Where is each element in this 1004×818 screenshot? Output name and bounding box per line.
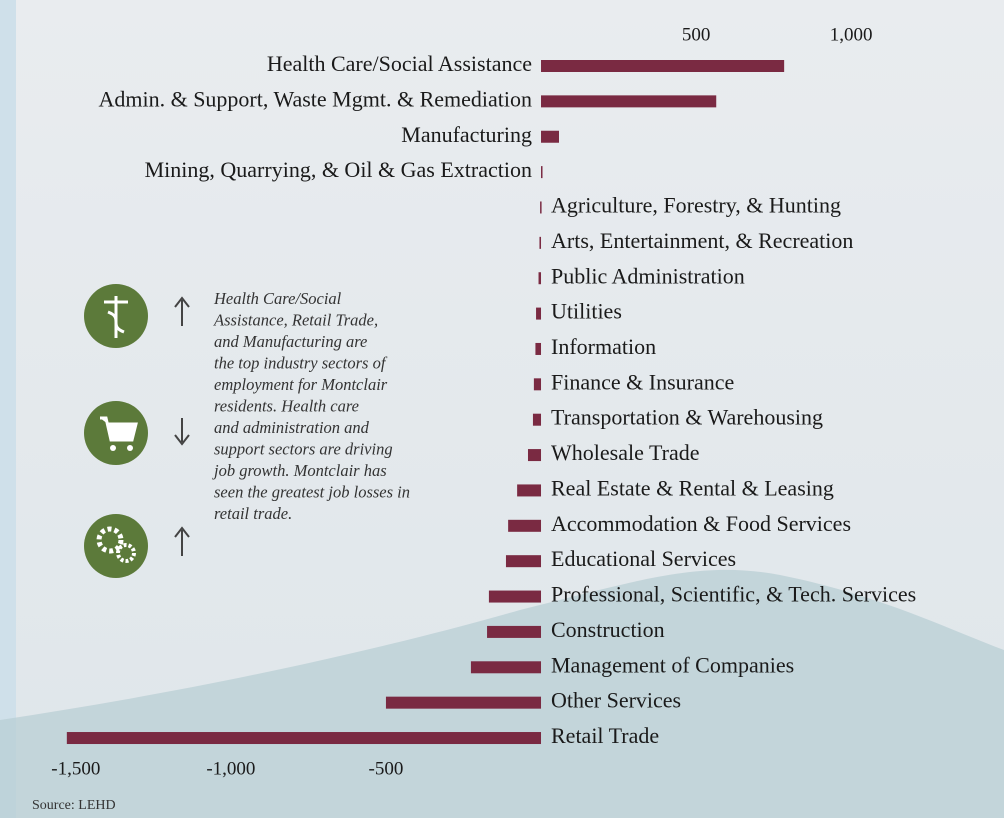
source: Source: LEHD	[32, 798, 116, 813]
arrow-up	[174, 296, 190, 326]
bar	[539, 236, 542, 249]
arrow-down	[174, 418, 190, 446]
bar	[488, 590, 542, 603]
annotation-line: Health Care/Social	[213, 289, 342, 308]
icon-manufacturing	[84, 514, 148, 578]
wheel	[110, 445, 116, 451]
bar	[533, 378, 542, 391]
annotation-line: the top industry sectors of	[214, 353, 388, 372]
annotation-line: residents. Health care	[214, 396, 359, 415]
category-label: Utilities	[551, 299, 622, 324]
annotation-line: retail trade.	[214, 504, 292, 523]
gear	[96, 526, 124, 554]
arrow-up	[174, 526, 190, 556]
x-tick-label: 500	[682, 24, 711, 45]
category-label: Retail Trade	[551, 723, 659, 748]
icons	[84, 284, 190, 578]
gear	[116, 543, 136, 563]
category-label: Manufacturing	[401, 122, 532, 147]
hill	[0, 569, 1004, 818]
category-label: Finance & Insurance	[551, 369, 734, 394]
bar	[527, 449, 542, 462]
bar	[532, 413, 542, 426]
wheel	[127, 445, 133, 451]
caduceus	[104, 296, 128, 338]
x-tick-label: -1,500	[51, 758, 100, 779]
category-label: Mining, Quarrying, & Oil & Gas Extractio…	[145, 157, 532, 182]
edge	[0, 0, 16, 818]
category-label: Wholesale Trade	[551, 440, 699, 465]
bar	[487, 625, 542, 638]
category-label: Transportation & Warehousing	[551, 405, 823, 430]
category-label: Agriculture, Forestry, & Hunting	[551, 193, 841, 218]
annotation-line: employment for Montclair	[214, 375, 388, 394]
category-label: Construction	[551, 617, 665, 642]
x-tick-label: 1,000	[830, 24, 873, 45]
annotation-line: support sectors are driving	[214, 439, 393, 458]
x-tick-label: -500	[369, 758, 404, 779]
bar	[541, 60, 785, 72]
bar	[540, 201, 542, 214]
bar	[541, 166, 543, 179]
category-label: Health Care/Social Assistance	[267, 51, 532, 76]
annotation-line: and Manufacturing are	[214, 332, 367, 351]
category-label: Public Administration	[551, 263, 745, 288]
category-label: Management of Companies	[551, 652, 794, 677]
annotation-line: job growth. Montclair has	[212, 461, 387, 480]
category-label: Accommodation & Food Services	[551, 511, 851, 536]
category-label: Information	[551, 334, 656, 359]
annotation-line: seen the greatest job losses in	[214, 482, 410, 501]
x-tick-label: -1,000	[206, 758, 255, 779]
category-label: Arts, Entertainment, & Recreation	[551, 228, 853, 253]
category-label: Admin. & Support, Waste Mgmt. & Remediat…	[98, 86, 532, 111]
bar	[66, 732, 542, 745]
bar	[508, 519, 542, 532]
category-label: Real Estate & Rental & Leasing	[551, 475, 834, 500]
bar	[470, 661, 542, 674]
category-label: Educational Services	[551, 546, 736, 571]
annotation-line: Assistance, Retail Trade,	[213, 310, 378, 329]
category-label: Other Services	[551, 688, 681, 713]
category-label: Professional, Scientific, & Tech. Servic…	[551, 582, 916, 607]
cart	[100, 416, 138, 442]
bar	[536, 307, 542, 320]
bar	[385, 696, 542, 709]
bar	[541, 95, 717, 108]
annotation-line: and administration and	[214, 418, 370, 437]
bar	[517, 484, 542, 497]
bar	[541, 130, 559, 143]
bar	[535, 342, 542, 355]
bar	[538, 272, 542, 285]
bar	[505, 555, 542, 568]
